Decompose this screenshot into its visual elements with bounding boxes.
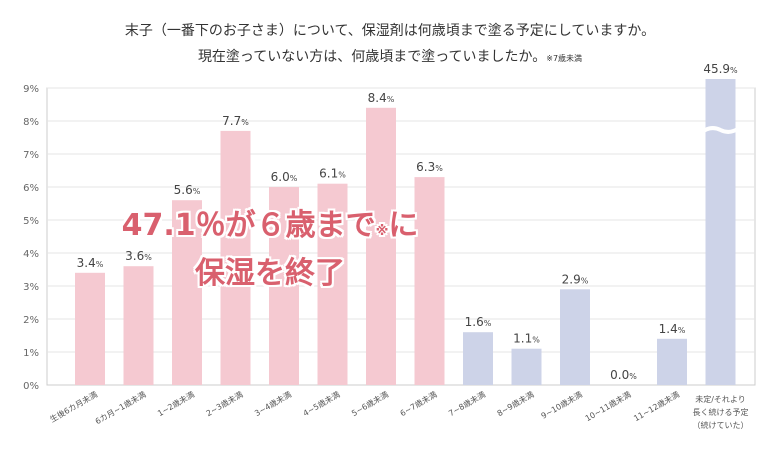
bar [560,289,590,385]
x-tick-label: 6カ月~1歳未満 [93,389,147,426]
bar [511,348,542,385]
x-tick-label: 7~8歳未満 [447,389,487,418]
data-label: 2.9% [562,272,589,286]
bar [463,332,493,385]
bar [366,107,396,386]
bar [75,272,105,385]
subtitle-text: 現在塗っていない方は、何歳頃まで塗っていましたか。 [197,49,547,65]
data-label: 3.6% [125,249,152,263]
subtitle-note: ※7歳未満 [546,54,583,63]
data-label: 45.9% [703,62,738,76]
x-tick-label: 5~6歳未満 [350,389,390,418]
annotation-line2: 保湿を終了 [195,256,345,291]
bar [317,183,348,385]
y-tick-label: 2% [23,315,39,326]
bar [269,187,299,385]
x-tick-label: 6~7歳未満 [398,389,438,418]
x-tick-label: 10~11歳未満 [583,389,632,423]
y-tick-label: 0% [23,381,39,392]
x-tick-label: 未定/それより [695,394,746,404]
x-tick-label: 2~3歳未満 [204,389,244,418]
bar [123,266,154,385]
axis-break-icon [699,125,742,135]
data-label: 7.7% [222,114,249,128]
data-label: 5.6% [174,183,201,197]
x-tick-label: 3~4歳未満 [253,389,293,418]
y-tick-label: 1% [23,348,39,359]
x-tick-label: 4~5歳未満 [301,389,341,418]
annotation-line1: 47.1％が６歳まで [121,208,376,243]
y-tick-label: 8% [23,117,39,128]
data-label: 3.4% [77,256,104,270]
annotation-note: ※ [375,224,389,239]
y-tick-label: 4% [23,249,39,260]
x-tick-label: 11~12歳未満 [632,389,681,423]
annotation-callout: 47.1％が６歳まで※に 保湿を終了 [110,205,430,295]
annotation-line1-end: に [388,208,419,243]
bar [220,130,251,385]
y-tick-label: 3% [23,282,39,293]
data-label: 1.4% [659,322,686,336]
y-tick-label: 7% [23,150,39,161]
chart-subtitle: 現在塗っていない方は、何歳頃まで塗っていましたか。※7歳未満 [0,46,780,66]
data-label: 1.6% [465,315,492,329]
x-tick-label: 長く続ける予定 [693,407,749,417]
data-label: 6.3% [416,160,443,174]
bar [172,200,202,385]
data-label: 1.1% [513,332,540,346]
data-label: 6.1% [319,167,346,181]
x-tick-label: （続けていた） [693,420,749,430]
bar [657,338,687,385]
bar [414,177,445,385]
y-tick-label: 5% [23,216,39,227]
data-label: 6.0% [271,170,298,184]
bar [705,79,736,385]
x-tick-label: 8~9歳未満 [495,389,535,418]
y-tick-label: 6% [23,183,39,194]
data-label: 8.4% [368,91,395,105]
x-tick-label: 生後6カ月未満 [48,389,99,424]
y-tick-label: 9% [23,84,39,95]
x-tick-label: 9~10歳未満 [539,389,584,421]
data-label: 0.0% [610,368,637,382]
chart-title: 末子（一番下のお子さま）について、保湿剤は何歳頃まで塗る予定にしていますか。 [124,23,656,39]
x-tick-label: 1~2歳未満 [156,389,196,418]
